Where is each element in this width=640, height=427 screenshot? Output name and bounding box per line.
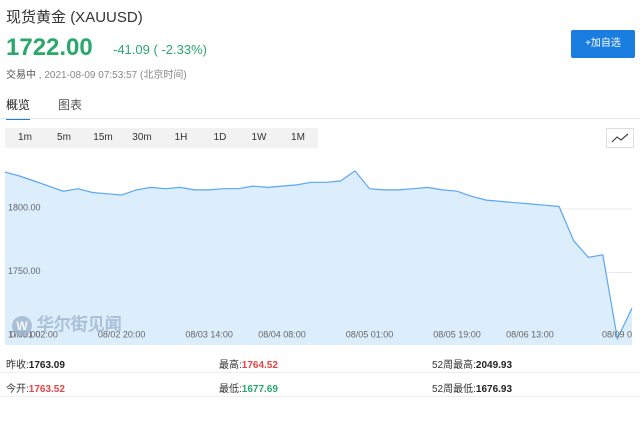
tab[interactable]: 图表: [58, 98, 83, 112]
x-tick-label: 08/04 08:00: [258, 329, 306, 339]
watermark: W 华尔街见闻: [12, 310, 122, 336]
range-button[interactable]: 1m: [18, 132, 32, 143]
x-tick-label: 08/02 20:00: [98, 329, 146, 339]
stat-label: 今开:: [6, 384, 29, 395]
divider: [0, 118, 640, 119]
range-button[interactable]: 5m: [57, 132, 71, 143]
range-button[interactable]: 15m: [93, 132, 113, 143]
stat-label: 52周最低:: [432, 384, 476, 395]
y-tick-label: 1800.00: [8, 202, 41, 212]
x-tick-label: 07/31 02:00: [10, 329, 58, 339]
logo: W: [12, 315, 32, 336]
chart-toggle[interactable]: [606, 128, 634, 148]
range-button[interactable]: 1M: [291, 132, 305, 143]
y-tick-label: 1750.00: [8, 266, 41, 276]
tab[interactable]: 概览: [6, 96, 31, 120]
x-tick-label: 08/06 13:00: [506, 329, 554, 339]
x-tick-label: 08/05 19:00: [433, 329, 481, 339]
row-divider: [0, 396, 640, 397]
stat: 52周最高:2049.93: [432, 356, 512, 371]
range-button[interactable]: 30m: [132, 132, 152, 143]
timezone: (北京时间): [139, 70, 187, 81]
watermark-text: 华尔街见闻: [36, 315, 122, 334]
symbol: (XAUUSD): [70, 9, 143, 26]
range-button[interactable]: 1D: [213, 132, 227, 143]
stat: 最低:1677.69: [219, 380, 278, 395]
status: 交易中: [6, 70, 36, 81]
change-row: -41.09 ( -2.33%): [113, 42, 207, 57]
range-button[interactable]: 1H: [174, 132, 188, 143]
stat: 今开:1763.52: [6, 380, 65, 395]
row-divider: [0, 372, 640, 373]
stat-label: 昨收:: [6, 360, 29, 371]
stat-label: 最高:: [219, 360, 242, 371]
x-tick-label: 08/09 0: [602, 329, 632, 339]
area: [5, 170, 632, 345]
stat-value: 2049.93: [475, 360, 513, 371]
add-watchlist[interactable]: +加自选: [571, 30, 635, 58]
line: [4, 170, 633, 341]
range-button[interactable]: 1W: [251, 132, 267, 143]
stat-value: 1764.52: [241, 360, 278, 371]
stat: 最高:1764.52: [219, 356, 278, 371]
title: 现货黄金 (XAUUSD): [6, 6, 143, 27]
x-tick-label: 08/05 01:00: [346, 329, 394, 339]
range-bar: [5, 128, 318, 148]
x-tick-label: 08/03 14:00: [185, 329, 233, 339]
change: -41.09: [113, 42, 150, 57]
stat-value: 1763.09: [28, 360, 65, 371]
stat-value: 1677.69: [241, 384, 278, 395]
change-pct: ( -2.33%): [153, 42, 207, 57]
stat-label: 52周最高:: [432, 360, 476, 371]
line-icon: [611, 133, 629, 143]
price: 1722.00: [6, 34, 93, 61]
stat: 52周最低:1676.93: [432, 380, 512, 395]
stat-value: 1676.93: [475, 384, 513, 395]
name: 现货黄金: [6, 9, 67, 26]
status-row: 交易中 , 2021-08-09 07:53:57 (北京时间): [6, 70, 187, 81]
stat-label: 最低:: [219, 384, 242, 395]
stat: 昨收:1763.09: [6, 356, 65, 371]
stat-value: 1763.52: [28, 384, 65, 395]
time: 2021-08-09 07:53:57: [44, 70, 138, 81]
